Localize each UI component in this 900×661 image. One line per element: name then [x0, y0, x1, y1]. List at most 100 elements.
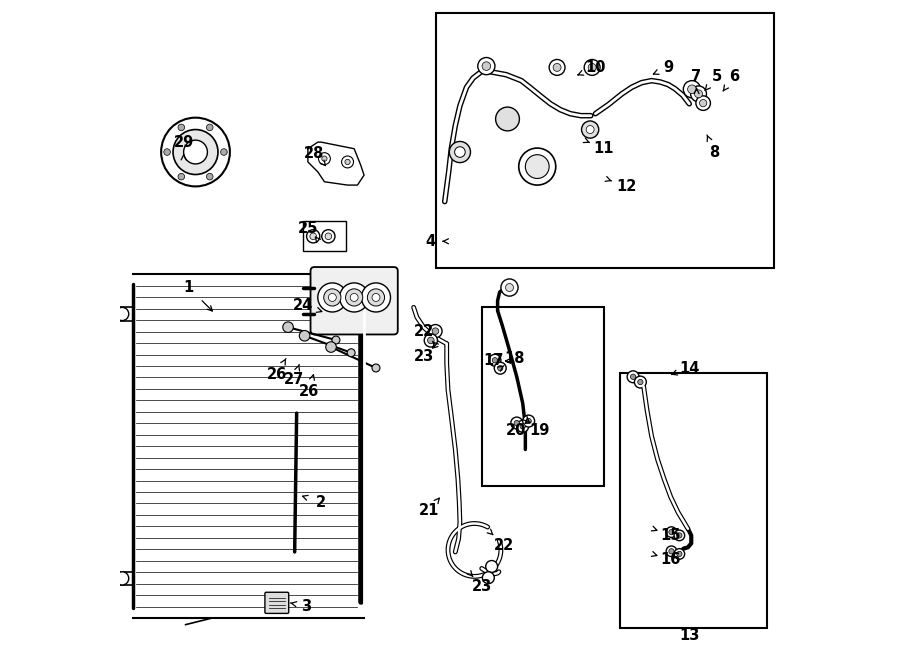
Text: 14: 14: [680, 361, 699, 375]
Circle shape: [432, 328, 439, 334]
Circle shape: [683, 81, 700, 98]
Circle shape: [666, 527, 677, 537]
Circle shape: [514, 420, 519, 426]
Circle shape: [496, 107, 519, 131]
Circle shape: [372, 364, 380, 372]
Circle shape: [428, 325, 442, 338]
Text: 27: 27: [284, 372, 304, 387]
Text: 7: 7: [691, 69, 702, 83]
Circle shape: [506, 284, 514, 292]
Text: 17: 17: [483, 354, 504, 368]
Circle shape: [206, 124, 213, 131]
Circle shape: [372, 293, 380, 301]
Text: 16: 16: [661, 553, 681, 567]
Circle shape: [449, 141, 471, 163]
Circle shape: [489, 354, 501, 366]
Circle shape: [283, 322, 293, 332]
Circle shape: [677, 533, 682, 538]
Circle shape: [669, 549, 674, 554]
FancyBboxPatch shape: [265, 592, 289, 613]
Text: 8: 8: [709, 145, 719, 159]
Circle shape: [332, 336, 340, 344]
Circle shape: [307, 229, 320, 243]
Text: 11: 11: [594, 141, 615, 156]
Circle shape: [638, 379, 643, 385]
Bar: [620, 373, 767, 628]
Circle shape: [549, 59, 565, 75]
Circle shape: [677, 551, 682, 557]
Circle shape: [350, 293, 358, 301]
Text: 12: 12: [616, 179, 636, 194]
Circle shape: [518, 148, 556, 185]
Circle shape: [695, 90, 703, 98]
Text: 4: 4: [425, 234, 436, 249]
Circle shape: [220, 149, 227, 155]
Circle shape: [328, 293, 337, 301]
Text: 1: 1: [184, 280, 194, 295]
Circle shape: [498, 366, 503, 371]
Text: 20: 20: [506, 424, 526, 438]
Circle shape: [184, 140, 207, 164]
Text: 28: 28: [304, 146, 325, 161]
Circle shape: [478, 58, 495, 75]
Circle shape: [526, 155, 549, 178]
Circle shape: [115, 307, 129, 321]
Circle shape: [319, 153, 330, 165]
Text: 19: 19: [529, 424, 549, 438]
Circle shape: [318, 283, 346, 312]
Circle shape: [584, 59, 600, 75]
Polygon shape: [308, 142, 364, 185]
Text: 2: 2: [316, 495, 326, 510]
Circle shape: [554, 63, 561, 71]
Circle shape: [486, 561, 498, 572]
Circle shape: [345, 159, 350, 165]
Circle shape: [696, 96, 710, 110]
Circle shape: [428, 337, 434, 344]
Circle shape: [674, 549, 685, 559]
Text: 25: 25: [298, 221, 318, 235]
Circle shape: [300, 330, 310, 341]
Text: 26: 26: [299, 384, 319, 399]
Circle shape: [699, 99, 707, 106]
Text: 23: 23: [413, 349, 434, 364]
Circle shape: [342, 156, 354, 168]
Circle shape: [581, 121, 598, 138]
Circle shape: [631, 374, 635, 379]
Circle shape: [310, 233, 317, 240]
Text: 29: 29: [174, 135, 194, 149]
Circle shape: [178, 173, 184, 180]
Circle shape: [666, 546, 677, 557]
Circle shape: [482, 61, 491, 71]
Text: 15: 15: [661, 528, 681, 543]
Circle shape: [634, 376, 646, 388]
Circle shape: [206, 173, 213, 180]
Text: 5: 5: [712, 69, 722, 83]
Circle shape: [690, 86, 707, 102]
Circle shape: [178, 124, 184, 131]
Circle shape: [520, 424, 526, 429]
Circle shape: [173, 130, 218, 175]
Circle shape: [322, 156, 327, 161]
Circle shape: [588, 63, 596, 71]
Circle shape: [339, 283, 369, 312]
Circle shape: [454, 147, 465, 157]
Circle shape: [501, 279, 518, 296]
Text: 22: 22: [413, 325, 434, 339]
Text: 9: 9: [663, 60, 673, 75]
Circle shape: [526, 418, 531, 424]
Circle shape: [586, 126, 594, 134]
Circle shape: [164, 149, 170, 155]
Circle shape: [346, 289, 363, 306]
Text: 21: 21: [418, 504, 439, 518]
Circle shape: [326, 342, 337, 352]
Text: 6: 6: [729, 69, 739, 83]
Text: 24: 24: [293, 298, 313, 313]
Circle shape: [517, 420, 528, 432]
Circle shape: [367, 289, 384, 306]
Circle shape: [347, 349, 356, 357]
Bar: [436, 13, 774, 268]
Circle shape: [627, 371, 639, 383]
Circle shape: [492, 358, 498, 363]
Circle shape: [424, 334, 437, 347]
Circle shape: [322, 229, 335, 243]
